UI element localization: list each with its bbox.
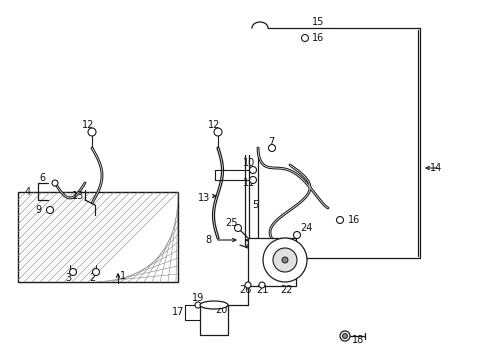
Text: 7: 7 xyxy=(268,137,274,147)
Text: 8: 8 xyxy=(205,235,211,245)
Bar xyxy=(200,305,228,335)
Circle shape xyxy=(294,231,300,239)
Circle shape xyxy=(235,225,242,231)
Circle shape xyxy=(301,35,309,41)
Text: 17: 17 xyxy=(172,307,184,317)
Circle shape xyxy=(249,176,256,184)
Text: 10: 10 xyxy=(243,158,255,168)
Circle shape xyxy=(52,180,58,186)
Text: 12: 12 xyxy=(208,120,220,130)
Text: 16: 16 xyxy=(348,215,360,225)
Circle shape xyxy=(282,257,288,263)
Text: 12: 12 xyxy=(82,120,95,130)
Text: 13: 13 xyxy=(72,191,84,201)
Ellipse shape xyxy=(200,301,228,309)
Text: 15: 15 xyxy=(278,255,291,265)
Circle shape xyxy=(263,238,307,282)
Text: 2: 2 xyxy=(89,273,95,283)
Circle shape xyxy=(245,282,251,288)
Text: 11: 11 xyxy=(243,178,255,188)
Text: 19: 19 xyxy=(192,293,204,303)
Circle shape xyxy=(70,269,76,275)
Circle shape xyxy=(269,144,275,152)
Text: 24: 24 xyxy=(300,223,313,233)
Text: 4: 4 xyxy=(25,187,31,197)
Circle shape xyxy=(249,166,256,174)
Text: 25: 25 xyxy=(225,218,238,228)
Text: 6: 6 xyxy=(39,173,45,183)
Text: 20: 20 xyxy=(215,305,227,315)
Text: 16: 16 xyxy=(312,33,324,43)
Circle shape xyxy=(214,128,222,136)
Circle shape xyxy=(343,333,347,338)
Text: 22: 22 xyxy=(280,285,293,295)
Bar xyxy=(248,238,296,286)
Circle shape xyxy=(337,216,343,224)
Text: 18: 18 xyxy=(352,335,364,345)
Circle shape xyxy=(47,207,53,213)
Circle shape xyxy=(195,302,201,308)
Text: 26: 26 xyxy=(239,285,251,295)
Text: 3: 3 xyxy=(65,273,71,283)
Text: 1: 1 xyxy=(120,271,126,281)
Circle shape xyxy=(340,331,350,341)
Text: 9: 9 xyxy=(35,205,41,215)
Circle shape xyxy=(273,248,297,272)
Bar xyxy=(18,192,178,282)
Circle shape xyxy=(88,128,96,136)
Text: 23: 23 xyxy=(244,239,256,249)
Text: 21: 21 xyxy=(256,285,268,295)
Text: 13: 13 xyxy=(198,193,210,203)
Circle shape xyxy=(259,282,265,288)
Text: 14: 14 xyxy=(430,163,442,173)
Text: 15: 15 xyxy=(312,17,324,27)
Circle shape xyxy=(93,269,99,275)
Text: 5: 5 xyxy=(252,200,258,210)
